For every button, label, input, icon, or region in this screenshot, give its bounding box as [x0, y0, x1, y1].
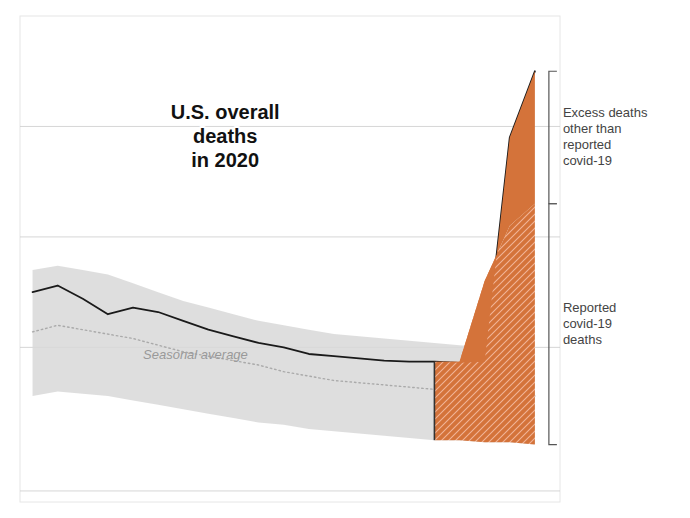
actual-deaths-line [33, 71, 535, 363]
chart-svg: Excess deathsother thanreportedcovid-19 R… [0, 0, 690, 518]
reported-label: Reportedcovid-19deaths [563, 300, 616, 347]
plot-area [33, 71, 535, 444]
grid-line [20, 490, 560, 491]
seasonal-average-label: Seasonal average [143, 347, 248, 362]
chart-container: Excess deathsother thanreportedcovid-19 R… [0, 0, 690, 518]
spike-area [434, 71, 534, 363]
chart-title: U.S. overalldeathsin 2020 [171, 101, 280, 171]
plot-frame [20, 16, 560, 502]
excess-bracket [549, 71, 557, 204]
grid-line [20, 236, 560, 237]
excess-label: Excess deathsother thanreportedcovid-19 [563, 105, 648, 168]
grid-line [20, 126, 560, 127]
spike-edge [434, 362, 436, 440]
reported-bracket [549, 204, 557, 445]
